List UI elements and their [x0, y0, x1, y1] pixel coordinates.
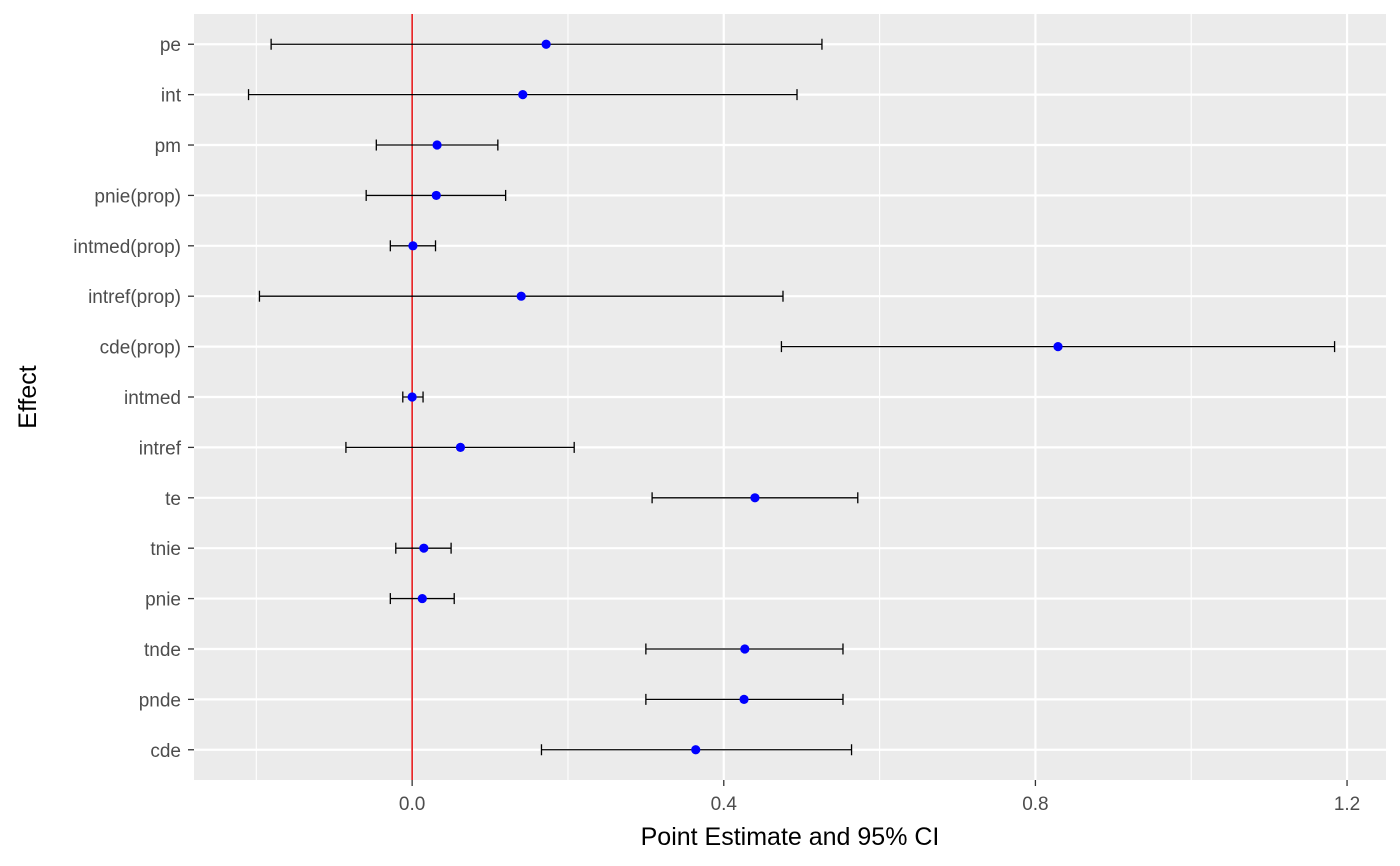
y-tick-label: cde(prop) — [100, 338, 181, 359]
point-estimate — [691, 745, 701, 755]
point-estimate — [518, 90, 528, 100]
y-tick-label: pm — [155, 136, 181, 157]
y-axis-title: Effect — [14, 365, 42, 429]
point-estimate — [408, 241, 418, 251]
point-estimate — [432, 140, 442, 150]
point-estimate — [407, 392, 417, 402]
y-tick-label: intref — [139, 438, 182, 459]
point-estimate — [455, 442, 466, 452]
point-estimate — [516, 291, 526, 301]
point-estimate — [417, 593, 427, 604]
y-tick-label: pnie — [145, 590, 181, 611]
y-tick-label: pnde — [139, 690, 181, 711]
y-tick-label: intmed — [124, 388, 181, 409]
point-estimate — [431, 190, 441, 201]
x-tick-label: 0.4 — [711, 794, 738, 815]
point-estimate — [739, 694, 749, 704]
x-tick-label: 1.2 — [1334, 794, 1360, 815]
y-tick-label: pe — [160, 35, 181, 56]
x-axis: 0.0 0.4 0.8 1.2 — [399, 780, 1360, 815]
y-tick-label: int — [161, 86, 182, 107]
y-tick-label: intref(prop) — [88, 287, 181, 308]
x-tick-label: 0.0 — [399, 794, 425, 815]
y-tick-label: tnie — [150, 539, 181, 560]
point-estimate — [1053, 342, 1063, 352]
y-tick-label: pnie(prop) — [94, 186, 181, 207]
point-estimate — [541, 39, 551, 49]
point-estimates — [407, 39, 1063, 755]
y-tick-label: intmed(prop) — [73, 237, 181, 258]
point-estimate — [419, 543, 429, 553]
point-estimate — [750, 493, 760, 503]
y-tick-label: tnde — [144, 640, 181, 661]
y-tick-label: cde — [150, 741, 181, 762]
x-axis-title: Point Estimate and 95% CI — [641, 823, 940, 851]
y-axis: pe int pm pnie(prop) intmed(prop) intref(prop… — [73, 35, 194, 762]
point-estimate — [740, 644, 750, 654]
y-tick-label: te — [165, 489, 181, 510]
x-tick-label: 0.8 — [1022, 794, 1048, 815]
